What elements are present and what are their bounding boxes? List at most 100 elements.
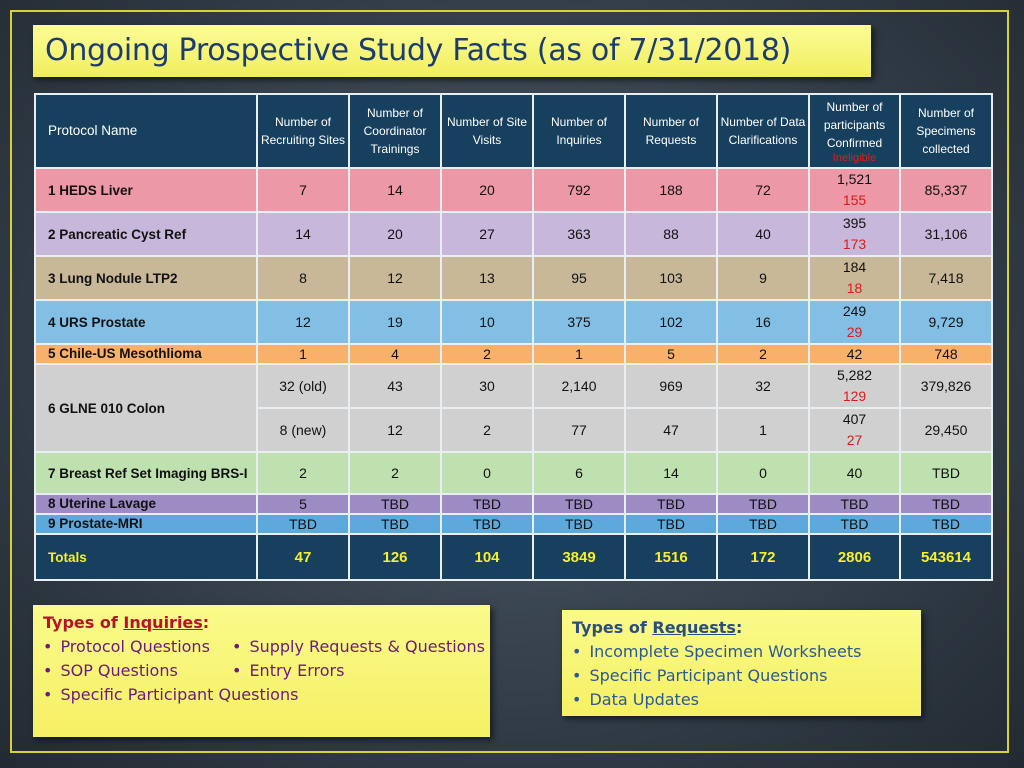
requests: 5 (624, 343, 718, 365)
recruiting-sites: 12 (256, 299, 350, 345)
specimens-collected: TBD (899, 493, 993, 515)
participants-cell: 1,521 155 (808, 167, 901, 213)
table-row: 6 GLNE 010 Colon 32 (old) 43 30 2,140 96… (34, 363, 993, 453)
header-site-visits: Number of Site Visits (440, 93, 534, 169)
inquiries: 363 (532, 211, 626, 257)
slide-frame (10, 10, 1009, 753)
table-row: 3 Lung Nodule LTP2 8 12 13 95 103 9 184 … (34, 255, 993, 301)
specimens-collected: 9,729 (899, 299, 993, 345)
header-specimens-collected: Number of Specimens collected (899, 93, 993, 169)
table-row: 4 URS Prostate 12 19 10 375 102 16 249 2… (34, 299, 993, 345)
participants-cell: 249 29 (808, 299, 901, 345)
protocol-name: 2 Pancreatic Cyst Ref (34, 211, 258, 257)
list-item: • Protocol Questions • Supply Requests & Q… (43, 637, 485, 656)
participants-ineligible: 173 (842, 236, 867, 252)
recruiting-sites: TBD (256, 513, 350, 535)
participants-confirmed: TBD (808, 493, 901, 515)
totals-label: Totals (34, 533, 258, 581)
inquiries: 792 (532, 167, 626, 213)
inquiries: TBD (532, 513, 626, 535)
site-visits: TBD (440, 513, 534, 535)
page-title: Ongoing Prospective Study Facts (as of 7… (33, 25, 871, 77)
total-inquiries: 3849 (532, 533, 626, 581)
specimens-collected: TBD (899, 451, 993, 495)
site-visits: 13 (440, 255, 534, 301)
total-site-visits: 104 (440, 533, 534, 581)
table-row: 8 (new) 12 2 77 47 1 407 27 29,450 (35, 407, 993, 453)
participants-confirmed: 40 (808, 451, 901, 495)
specimens-collected: 29,450 (899, 407, 993, 453)
recruiting-sites: 7 (256, 167, 350, 213)
participants-cell: 5,282 129 (808, 363, 901, 409)
inquiries: 1 (532, 343, 626, 365)
site-visits: 2 (440, 407, 534, 453)
protocol-name: 1 HEDS Liver (34, 167, 258, 213)
data-clarifications: TBD (716, 493, 810, 515)
participants-confirmed: 1,521 (836, 171, 873, 187)
header-data-clarifications: Number of Data Clarifications (716, 93, 810, 169)
participants-cell: 407 27 (808, 407, 901, 453)
participants-confirmed: 42 (808, 343, 901, 365)
coordinator-trainings: 43 (348, 363, 442, 409)
specimens-collected: 31,106 (899, 211, 993, 257)
total-recruiting-sites: 47 (256, 533, 350, 581)
participants-ineligible: 27 (846, 432, 863, 448)
participants-cell: 395 173 (808, 211, 901, 257)
specimens-collected: 7,418 (899, 255, 993, 301)
total-data-clarifications: 172 (716, 533, 810, 581)
table-header-row: Protocol Name Number of Recruiting Sites… (34, 93, 993, 169)
participants-cell: 184 18 (808, 255, 901, 301)
data-clarifications: 32 (716, 363, 810, 409)
participants-ineligible: 18 (846, 280, 863, 296)
site-visits: 30 (440, 363, 534, 409)
total-specimens-collected: 543614 (899, 533, 993, 581)
total-coordinator-trainings: 126 (348, 533, 442, 581)
data-clarifications: 16 (716, 299, 810, 345)
study-facts-table: Protocol Name Number of Recruiting Sites… (34, 93, 993, 581)
participants-confirmed: TBD (808, 513, 901, 535)
header-requests: Number of Requests (624, 93, 718, 169)
header-ineligible-label: Ineligible (832, 152, 877, 164)
site-visits: 10 (440, 299, 534, 345)
header-protocol-name: Protocol Name (34, 93, 258, 169)
data-clarifications: 0 (716, 451, 810, 495)
recruiting-sites: 14 (256, 211, 350, 257)
inquiries: 6 (532, 451, 626, 495)
data-clarifications: 2 (716, 343, 810, 365)
participants-ineligible: 29 (846, 324, 863, 340)
coordinator-trainings: 14 (348, 167, 442, 213)
data-clarifications: 40 (716, 211, 810, 257)
coordinator-trainings: 19 (348, 299, 442, 345)
requests-note-heading: Types of Requests: (572, 618, 743, 637)
protocol-name: 4 URS Prostate (34, 299, 258, 345)
inquiries-types-note: Types of Inquiries: • Protocol Questions … (33, 605, 490, 737)
table-row: 2 Pancreatic Cyst Ref 14 20 27 363 88 40… (34, 211, 993, 257)
header-participants-label: Number of participants Confirmed (823, 100, 886, 150)
coordinator-trainings: 12 (348, 255, 442, 301)
coordinator-trainings: 4 (348, 343, 442, 365)
list-item: • Specific Participant Questions (43, 685, 299, 704)
requests: 969 (624, 363, 718, 409)
requests: TBD (624, 513, 718, 535)
coordinator-trainings: TBD (348, 513, 442, 535)
specimens-collected: TBD (899, 513, 993, 535)
list-item: • Incomplete Specimen Worksheets (572, 642, 862, 661)
protocol-name: 6 GLNE 010 Colon (34, 363, 258, 453)
list-item: • Data Updates (572, 690, 700, 709)
data-clarifications: 9 (716, 255, 810, 301)
specimens-collected: 85,337 (899, 167, 993, 213)
inquiries: 2,140 (532, 363, 626, 409)
protocol-name: 8 Uterine Lavage (34, 493, 258, 515)
coordinator-trainings: 20 (348, 211, 442, 257)
participants-ineligible: 129 (842, 388, 867, 404)
header-recruiting-sites: Number of Recruiting Sites (256, 93, 350, 169)
coordinator-trainings: 2 (348, 451, 442, 495)
inquiries: 77 (532, 407, 626, 453)
requests: TBD (624, 493, 718, 515)
header-coordinator-trainings: Number of Coordinator Trainings (348, 93, 442, 169)
specimens-collected: 379,826 (899, 363, 993, 409)
data-clarifications: 72 (716, 167, 810, 213)
requests: 103 (624, 255, 718, 301)
recruiting-sites: 8 (new) (256, 407, 350, 453)
protocol-name: 7 Breast Ref Set Imaging BRS-I (34, 451, 258, 495)
